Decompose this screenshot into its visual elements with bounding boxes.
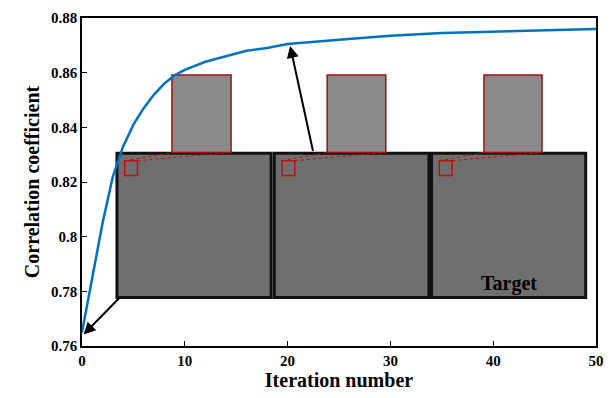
svg-text:30: 30 (383, 353, 398, 369)
svg-text:Correlation coefficient: Correlation coefficient (21, 85, 43, 278)
svg-text:50: 50 (589, 353, 604, 369)
svg-text:0.8: 0.8 (59, 229, 78, 245)
svg-text:0.88: 0.88 (51, 10, 77, 26)
svg-text:20: 20 (280, 353, 295, 369)
svg-text:0.86: 0.86 (51, 65, 78, 81)
svg-text:Iteration number: Iteration number (265, 369, 413, 391)
svg-text:Target: Target (481, 272, 537, 295)
svg-text:0: 0 (78, 353, 86, 369)
svg-text:0.78: 0.78 (51, 284, 77, 300)
svg-text:0.84: 0.84 (51, 120, 78, 136)
svg-text:10: 10 (177, 353, 192, 369)
svg-text:40: 40 (486, 353, 501, 369)
svg-text:0.76: 0.76 (51, 338, 78, 354)
svg-text:0.82: 0.82 (51, 174, 77, 190)
